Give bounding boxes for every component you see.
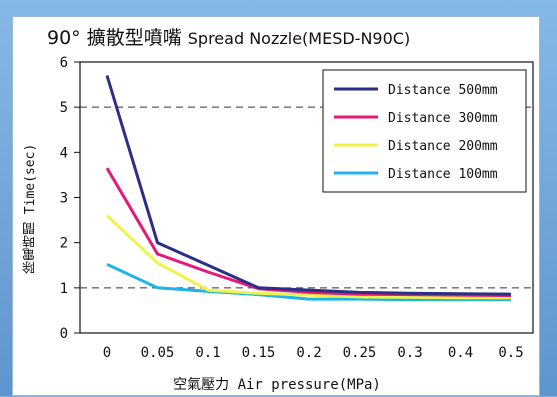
- x-tick-label: 0.15: [242, 345, 276, 361]
- y-tick-label: 2: [60, 236, 68, 252]
- y-tick-label: 3: [60, 191, 68, 207]
- x-tick-label: 0.05: [141, 345, 175, 361]
- chart-subtitle: Spread Nozzle(MESD-N90C): [187, 29, 411, 48]
- series-line: [105, 75, 512, 296]
- x-tick-label: 0.3: [397, 345, 422, 361]
- x-tick-label: 0.5: [498, 345, 523, 361]
- x-tick-label: 0.25: [343, 345, 377, 361]
- line-chart: 0 1 2 3 4 5 6 0 0.05 0.1 0.15 0.2 0.25 0.3 0.4 0.5 Dista…: [60, 55, 534, 361]
- chart-title: 90° 擴散型噴嘴 Spread Nozzle(MESD-N90C): [47, 23, 410, 50]
- y-tick-label: 5: [60, 100, 68, 116]
- x-tick-label: 0.1: [195, 345, 220, 361]
- y-tick-label: 4: [60, 145, 68, 161]
- legend-label: Distance 200mm: [388, 139, 498, 154]
- legend-label: Distance 300mm: [388, 111, 498, 126]
- y-tick-label: 6: [60, 55, 68, 71]
- legend-label: Distance 100mm: [388, 167, 498, 182]
- legend-label: Distance 500mm: [388, 83, 498, 98]
- series-line: [106, 262, 511, 302]
- x-tick-label: 0: [103, 345, 111, 361]
- x-axis-label: 空氣壓力 Air pressure(MPa): [173, 377, 381, 393]
- chart-title-main: 90° 擴散型噴嘴: [47, 27, 182, 49]
- y-tick-label: 0: [60, 326, 68, 342]
- series-line: [105, 214, 511, 300]
- x-tick-label: 0.4: [448, 345, 473, 361]
- y-tick-label: 1: [60, 281, 68, 297]
- x-tick-label: 0.2: [296, 345, 321, 361]
- chart-panel: 90° 擴散型噴嘴 Spread Nozzle(MESD-N90C) 除電時間 …: [12, 16, 540, 396]
